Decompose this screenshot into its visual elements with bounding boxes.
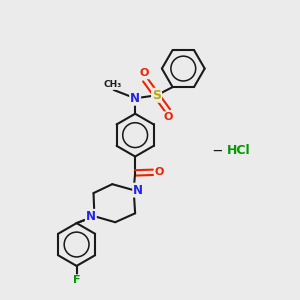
Text: N: N	[130, 92, 140, 105]
Text: S: S	[152, 89, 161, 102]
Text: O: O	[140, 68, 149, 78]
Text: N: N	[133, 184, 143, 196]
Text: CH₃: CH₃	[103, 80, 122, 89]
Text: O: O	[164, 112, 173, 122]
Text: F: F	[73, 275, 80, 285]
Text: ‒: ‒	[212, 142, 222, 158]
Text: N: N	[86, 210, 96, 223]
Text: O: O	[155, 167, 164, 177]
Text: HCl: HCl	[227, 143, 251, 157]
